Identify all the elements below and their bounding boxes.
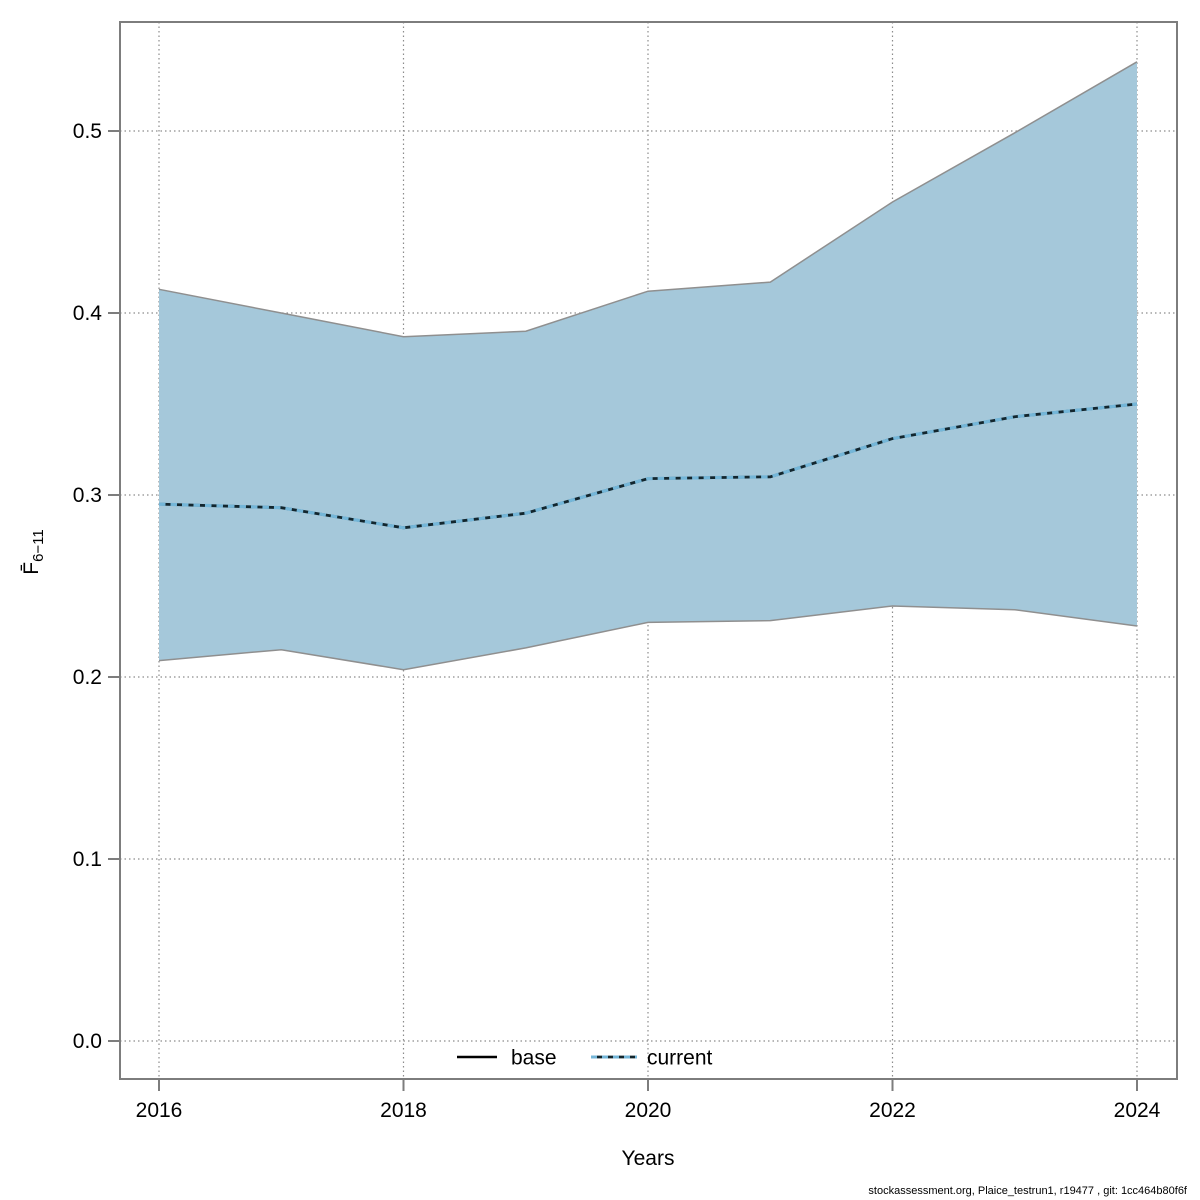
legend: base current (457, 1047, 713, 1070)
gridlines (120, 22, 1177, 1079)
y-tick-label: 0.0 (73, 1030, 102, 1053)
confidence-band (158, 61, 1138, 671)
y-tick-label: 0.2 (73, 666, 102, 689)
legend-current-label: current (647, 1047, 713, 1070)
footer-attribution: stockassessment.org, Plaice_testrun1, r1… (868, 1185, 1188, 1197)
confidence-band-lower-edge (158, 605, 1138, 671)
y-tick-label: 0.4 (73, 302, 103, 325)
x-tick-label: 2020 (625, 1099, 672, 1122)
x-axis-title: Years (622, 1147, 675, 1170)
y-axis-title: F̄6−11 (20, 529, 47, 575)
confidence-band-upper-edge (158, 61, 1138, 338)
x-tick-label: 2022 (869, 1099, 916, 1122)
x-tick-label: 2024 (1114, 1099, 1161, 1122)
y-tick-label: 0.5 (73, 120, 102, 143)
confidence-band-area (159, 61, 1137, 670)
x-tick-label: 2018 (380, 1099, 427, 1122)
series-lines (158, 402, 1138, 530)
y-axis-ticks: 0.0 0.1 0.2 0.3 0.4 0.5 (73, 120, 120, 1053)
y-axis-title-main: F̄ (20, 562, 43, 575)
current-line (158, 402, 1138, 530)
legend-base-label: base (511, 1047, 557, 1070)
y-axis-title-subscript: 6−11 (30, 529, 47, 562)
y-tick-label: 0.1 (73, 848, 102, 871)
x-tick-label: 2016 (136, 1099, 183, 1122)
y-tick-label: 0.3 (73, 484, 102, 507)
x-axis-ticks: 2016 2018 2020 2022 2024 (136, 1079, 1161, 1122)
